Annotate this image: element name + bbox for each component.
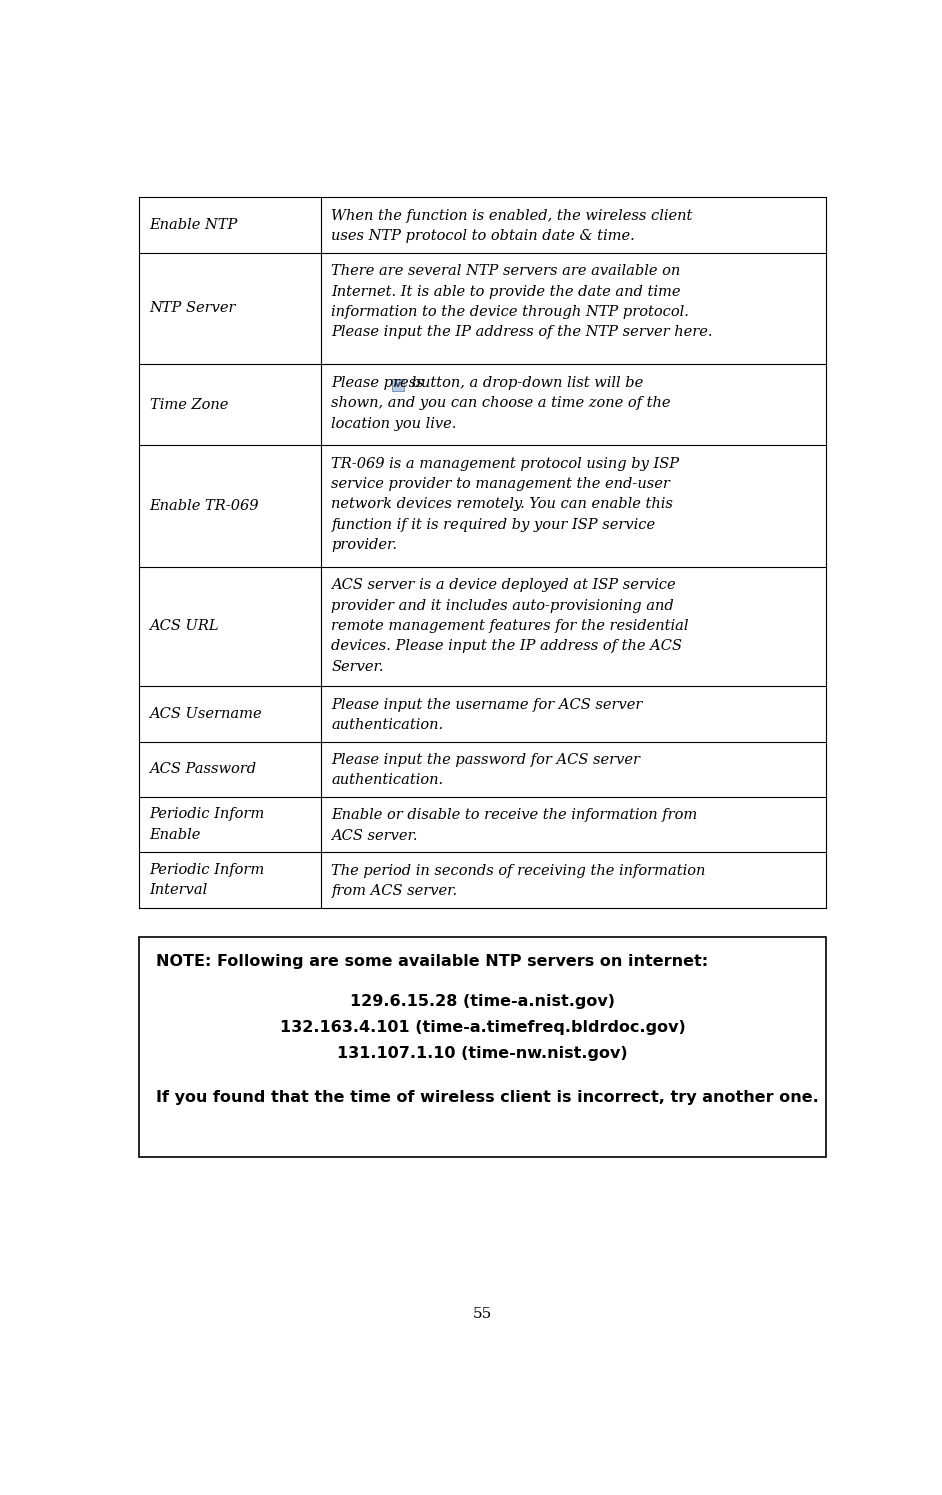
Text: provider.: provider. xyxy=(332,538,398,552)
Text: The period in seconds of receiving the information: The period in seconds of receiving the i… xyxy=(332,864,706,878)
Text: v: v xyxy=(395,380,401,389)
Text: When the function is enabled, the wireless client: When the function is enabled, the wirele… xyxy=(332,209,693,223)
Text: devices. Please input the IP address of the ACS: devices. Please input the IP address of … xyxy=(332,640,683,653)
Text: authentication.: authentication. xyxy=(332,773,444,788)
Text: network devices remotely. You can enable this: network devices remotely. You can enable… xyxy=(332,498,674,511)
Text: authentication.: authentication. xyxy=(332,718,444,733)
Text: shown, and you can choose a time zone of the: shown, and you can choose a time zone of… xyxy=(332,396,671,410)
Text: ACS server is a device deployed at ISP service: ACS server is a device deployed at ISP s… xyxy=(332,579,676,592)
Text: Enable NTP: Enable NTP xyxy=(150,218,238,232)
Text: Please input the username for ACS server: Please input the username for ACS server xyxy=(332,698,642,712)
Text: ACS Password: ACS Password xyxy=(150,762,256,776)
Text: button, a drop-down list will be: button, a drop-down list will be xyxy=(407,375,643,390)
Text: There are several NTP servers are available on: There are several NTP servers are availa… xyxy=(332,265,681,278)
Text: Time Zone: Time Zone xyxy=(150,398,228,411)
Text: information to the device through NTP protocol.: information to the device through NTP pr… xyxy=(332,305,690,318)
Text: Enable or disable to receive the information from: Enable or disable to receive the informa… xyxy=(332,809,698,822)
Text: Internet. It is able to provide the date and time: Internet. It is able to provide the date… xyxy=(332,284,681,299)
Text: 131.107.1.10 (time-nw.nist.gov): 131.107.1.10 (time-nw.nist.gov) xyxy=(337,1046,628,1061)
Text: Enable: Enable xyxy=(150,828,201,842)
Text: provider and it includes auto-provisioning and: provider and it includes auto-provisioni… xyxy=(332,598,674,613)
Text: Please input the password for ACS server: Please input the password for ACS server xyxy=(332,753,641,767)
Text: NTP Server: NTP Server xyxy=(150,302,236,315)
Text: function if it is required by your ISP service: function if it is required by your ISP s… xyxy=(332,517,656,532)
Text: 132.163.4.101 (time-a.timefreq.bldrdoc.gov): 132.163.4.101 (time-a.timefreq.bldrdoc.g… xyxy=(280,1020,686,1035)
Text: Periodic Inform: Periodic Inform xyxy=(150,863,265,878)
Text: Periodic Inform: Periodic Inform xyxy=(150,807,265,821)
Text: Please press: Please press xyxy=(332,375,429,390)
Text: location you live.: location you live. xyxy=(332,417,457,431)
Text: 55: 55 xyxy=(473,1307,493,1320)
Text: NOTE: Following are some available NTP servers on internet:: NOTE: Following are some available NTP s… xyxy=(156,954,708,969)
Text: Enable TR-069: Enable TR-069 xyxy=(150,499,259,513)
Text: 129.6.15.28 (time-a.nist.gov): 129.6.15.28 (time-a.nist.gov) xyxy=(350,994,615,1009)
Text: remote management features for the residential: remote management features for the resid… xyxy=(332,619,689,632)
FancyBboxPatch shape xyxy=(139,937,826,1157)
FancyBboxPatch shape xyxy=(392,378,404,390)
Text: ACS Username: ACS Username xyxy=(150,707,262,721)
Text: service provider to management the end-user: service provider to management the end-u… xyxy=(332,477,671,490)
Text: ACS server.: ACS server. xyxy=(332,828,418,843)
Text: Interval: Interval xyxy=(150,884,208,897)
Text: TR-069 is a management protocol using by ISP: TR-069 is a management protocol using by… xyxy=(332,456,679,471)
Text: ACS URL: ACS URL xyxy=(150,619,219,634)
Text: Please input the IP address of the NTP server here.: Please input the IP address of the NTP s… xyxy=(332,326,713,339)
Text: uses NTP protocol to obtain date & time.: uses NTP protocol to obtain date & time. xyxy=(332,229,635,244)
Text: If you found that the time of wireless client is incorrect, try another one.: If you found that the time of wireless c… xyxy=(156,1090,820,1105)
Text: Server.: Server. xyxy=(332,659,384,674)
Text: from ACS server.: from ACS server. xyxy=(332,885,458,898)
